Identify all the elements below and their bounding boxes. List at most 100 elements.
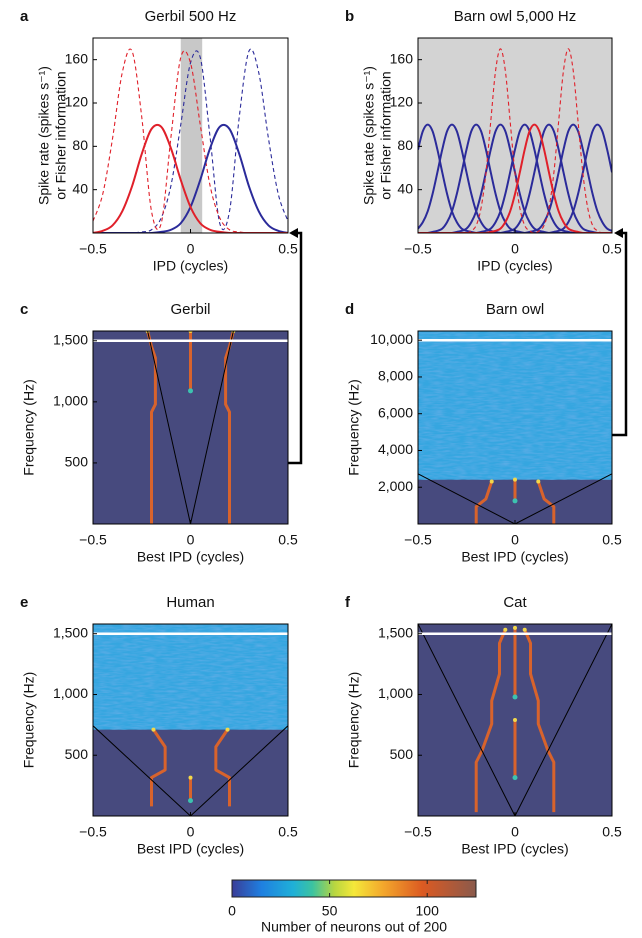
x-axis-label: Best IPD (cycles) — [461, 549, 568, 565]
x-tick-label: 0 — [511, 532, 519, 548]
panel-letter: b — [345, 8, 354, 25]
x-axis-label: IPD (cycles) — [477, 258, 552, 274]
colorbar-tick-label: 100 — [416, 903, 440, 919]
y-tick-label: 10,000 — [370, 331, 413, 347]
heatmap-hotspot — [522, 627, 527, 632]
y-tick-label: 4,000 — [378, 441, 413, 457]
y-tick-label: 1,000 — [53, 685, 88, 701]
shaded-region — [418, 38, 612, 233]
fisher-curve — [93, 48, 288, 233]
heatmap-trace — [523, 629, 556, 813]
x-tick-label: 0.5 — [278, 824, 298, 840]
tuning-curve — [418, 123, 612, 233]
y-tick-label: 40 — [397, 180, 413, 196]
y-tick-label: 1,000 — [378, 685, 413, 701]
y-tick-label: 80 — [397, 137, 413, 153]
heatmap-hotspot — [489, 479, 494, 484]
x-tick-label: 0.5 — [602, 532, 622, 548]
arrow-head — [289, 228, 298, 238]
y-axis-label: Spike rate (spikes s⁻¹) — [36, 66, 52, 205]
tuning-curve — [418, 123, 612, 233]
x-tick-label: 0 — [511, 824, 519, 840]
y-tick-label: 80 — [72, 137, 88, 153]
heatmap-hotspot — [188, 388, 193, 394]
heatmap-trace — [150, 728, 167, 807]
y-tick-label: 6,000 — [378, 404, 413, 420]
y-tick-label: 1,000 — [53, 393, 88, 409]
tuning-curve — [418, 123, 612, 233]
y-tick-label: 8,000 — [378, 368, 413, 384]
y-tick-label: 1,500 — [378, 624, 413, 640]
plot-area — [93, 331, 288, 524]
heatmap-trace — [474, 629, 507, 813]
panel: −0.5 0 0.5 2,000 4,000 6,000 8,000 10,000 Best I… — [345, 301, 622, 565]
panel-letter: d — [345, 301, 354, 318]
tuning-curve — [418, 123, 612, 233]
heatmap-hotspot — [512, 775, 518, 781]
y-tick-label: 500 — [65, 454, 89, 470]
panel: −0.5 0 0.5 500 1,000 1,500 Best IPD (cycles) Fr… — [20, 301, 298, 565]
heatmap-trace — [536, 481, 556, 524]
heatmap-hotspot — [536, 479, 541, 484]
x-tick-label: −0.5 — [404, 241, 432, 257]
x-tick-label: 0 — [187, 532, 195, 548]
arrow-a-c — [288, 231, 303, 465]
y-tick-label: 120 — [390, 94, 414, 110]
colorbar-tick-label: 0 — [228, 903, 236, 919]
panel: −0.5 0 0.5 500 1,000 1,500 Best IPD (cycles) Fr… — [20, 594, 298, 857]
y-axis-label: Frequency (Hz) — [346, 379, 362, 475]
heatmap-hotspot — [225, 727, 230, 732]
x-tick-label: 0.5 — [602, 824, 622, 840]
y-tick-label: 2,000 — [378, 478, 413, 494]
heatmap-hotspot — [513, 625, 517, 630]
x-axis-label: Best IPD (cycles) — [461, 841, 568, 857]
heatmap-hotspot — [151, 727, 156, 732]
panel-letter: a — [20, 8, 29, 25]
heatmap-hotspot — [188, 798, 193, 804]
phase-limit-line — [147, 331, 234, 524]
plot-area — [418, 624, 612, 816]
y-axis-label: or Fisher information — [378, 71, 394, 199]
x-tick-label: 0.5 — [602, 241, 622, 257]
x-axis-label: IPD (cycles) — [153, 258, 228, 274]
plot-area — [93, 624, 288, 816]
x-tick-label: 0.5 — [278, 241, 298, 257]
panel-title: Gerbil — [170, 301, 210, 318]
x-tick-label: 0 — [187, 824, 195, 840]
y-tick-label: 120 — [65, 94, 89, 110]
link-arrows — [288, 231, 628, 465]
heatmap-hotspot — [513, 477, 517, 482]
x-tick-label: −0.5 — [79, 824, 107, 840]
x-tick-label: −0.5 — [79, 532, 107, 548]
heatmap-hotspot — [512, 498, 518, 504]
heatmap-trace — [214, 728, 231, 807]
x-axis-label: Best IPD (cycles) — [137, 841, 244, 857]
y-axis-label: Frequency (Hz) — [346, 672, 362, 768]
panel-title: Human — [166, 594, 214, 611]
panel-letter: e — [20, 594, 28, 611]
panel: −0.5 0 0.5 500 1,000 1,500 Best IPD (cycles) Fr… — [345, 594, 622, 857]
tuning-curve — [93, 123, 288, 233]
heatmap-hotspot — [512, 694, 518, 700]
shaded-region — [180, 38, 203, 233]
y-tick-label: 1,500 — [53, 331, 88, 347]
plot-area — [418, 38, 612, 233]
heatmap-hotspot — [503, 627, 508, 632]
y-axis-label: Spike rate (spikes s⁻¹) — [361, 66, 377, 205]
heatmap-hotspot — [513, 718, 517, 722]
x-tick-label: 0.5 — [278, 532, 298, 548]
panel-letter: f — [345, 594, 351, 611]
colorbar-label: Number of neurons out of 200 — [261, 919, 447, 935]
y-axis-label: Frequency (Hz) — [21, 672, 37, 768]
tuning-curve — [418, 123, 612, 233]
plot-area — [418, 331, 612, 524]
heatmap-trace — [474, 481, 494, 524]
y-axis-label: or Fisher information — [53, 71, 69, 199]
heatmap-texture — [93, 624, 288, 730]
x-tick-label: −0.5 — [404, 824, 432, 840]
plot-area — [93, 38, 288, 233]
y-tick-label: 40 — [72, 180, 88, 196]
x-tick-label: 0 — [187, 241, 195, 257]
